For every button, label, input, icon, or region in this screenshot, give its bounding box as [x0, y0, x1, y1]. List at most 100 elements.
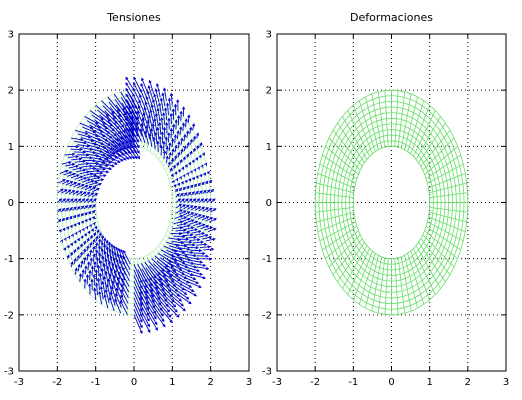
stress-arrow-head	[74, 231, 78, 236]
stress-arrow	[202, 236, 212, 240]
stress-arrow	[191, 205, 197, 211]
stress-arrow-head	[186, 130, 190, 134]
stress-arrow-head	[103, 237, 107, 241]
stress-arrow	[98, 239, 101, 246]
stress-arrow	[81, 165, 92, 168]
stress-arrow	[89, 124, 103, 133]
stress-arrow-head	[82, 150, 87, 154]
stress-arrow-head	[188, 284, 193, 288]
y-tick-label: 0	[8, 198, 14, 209]
mesh-spoke	[415, 245, 441, 289]
stress-arrow	[110, 292, 116, 306]
stress-arrow-head	[182, 186, 186, 190]
stress-arrow-head	[159, 97, 163, 101]
stress-arrow-head	[118, 153, 122, 157]
stress-arrow	[112, 263, 117, 277]
stress-arrow	[85, 130, 99, 137]
stress-arrow	[79, 171, 89, 175]
stress-arrow-head	[79, 243, 83, 247]
stress-arrow	[152, 123, 156, 137]
x-tick-label: 2	[465, 377, 471, 388]
stress-arrow-head	[153, 93, 157, 97]
stress-arrow-head	[193, 183, 198, 187]
stress-arrow-head	[113, 269, 117, 274]
stress-arrow	[100, 133, 115, 143]
stress-arrow	[99, 166, 112, 170]
stress-arrow	[101, 162, 115, 167]
x-tick-label: -3	[272, 377, 282, 388]
stress-arrow	[78, 133, 91, 138]
stress-arrow	[129, 135, 140, 154]
y-tick-label: -2	[4, 310, 14, 321]
stress-arrow-head	[150, 128, 154, 132]
stress-arrow-head	[103, 250, 107, 255]
stress-arrow	[156, 273, 170, 287]
stress-arrow	[133, 303, 143, 323]
stress-arrow	[183, 263, 197, 268]
stress-arrow-head	[113, 115, 117, 120]
stress-arrow-head	[90, 228, 94, 232]
stress-arrow-head	[131, 133, 135, 138]
stress-arrow-head	[105, 138, 109, 142]
stress-arrow	[57, 188, 64, 194]
stress-arrow-head	[184, 179, 188, 183]
mesh-spoke	[420, 130, 451, 167]
stress-arrow-head	[186, 204, 190, 208]
chart-title: Deformaciones	[350, 11, 433, 24]
stress-arrow	[64, 153, 75, 156]
stress-arrow-head	[188, 191, 192, 195]
stress-arrow	[148, 85, 154, 100]
stress-arrow-head	[96, 169, 100, 173]
stress-arrow-head	[128, 106, 132, 110]
stress-arrow-head	[101, 280, 105, 285]
stress-arrow-head	[168, 151, 172, 156]
stress-arrow	[133, 280, 143, 300]
stress-arrow-head	[162, 140, 166, 145]
stress-arrow	[210, 208, 217, 213]
stress-arrow-head	[183, 216, 188, 220]
stress-arrow-head	[107, 278, 111, 282]
stress-arrow-head	[109, 255, 113, 259]
stress-arrow-head	[208, 198, 212, 202]
stress-arrow-head	[192, 135, 196, 139]
stress-arrow	[189, 270, 203, 276]
mesh-spoke	[427, 221, 464, 242]
stress-arrow	[71, 158, 82, 161]
stress-arrow-head	[189, 150, 193, 154]
x-tick-label: 2	[207, 377, 213, 388]
stress-arrow-head	[119, 147, 123, 151]
stress-arrow	[186, 236, 197, 239]
stress-arrow-head	[104, 288, 108, 293]
stress-arrow	[101, 100, 115, 114]
stress-arrow	[129, 140, 140, 159]
stress-arrow-head	[99, 157, 103, 161]
stress-arrow-head	[120, 294, 124, 299]
stress-arrow-head	[97, 245, 102, 249]
stress-arrow-head	[100, 117, 104, 121]
stress-arrow-head	[165, 155, 169, 159]
stress-arrow-head	[148, 79, 152, 84]
stress-arrow	[103, 276, 107, 290]
stress-arrow	[149, 80, 155, 95]
stress-arrow-head	[89, 172, 94, 176]
stress-arrow-head	[189, 198, 193, 202]
stress-arrow-head	[108, 248, 112, 252]
stress-arrow-head	[85, 274, 90, 278]
stress-arrow	[150, 128, 154, 142]
stress-arrow-head	[70, 233, 74, 237]
stress-arrow-head	[79, 147, 83, 152]
stress-arrow-head	[108, 272, 112, 277]
stress-arrow-head	[79, 191, 83, 194]
stress-arrow	[92, 172, 103, 175]
stress-arrow-head	[79, 175, 84, 179]
stress-arrow-head	[187, 224, 191, 228]
stress-arrow	[126, 141, 138, 159]
stress-arrow	[176, 131, 179, 140]
stress-arrow	[87, 175, 97, 178]
stress-arrow-head	[182, 156, 186, 160]
stress-arrow	[120, 91, 132, 109]
stress-arrow-head	[84, 211, 88, 216]
stress-arrow-head	[103, 174, 107, 178]
stress-arrow	[74, 268, 77, 275]
stress-arrow-head	[210, 188, 215, 193]
